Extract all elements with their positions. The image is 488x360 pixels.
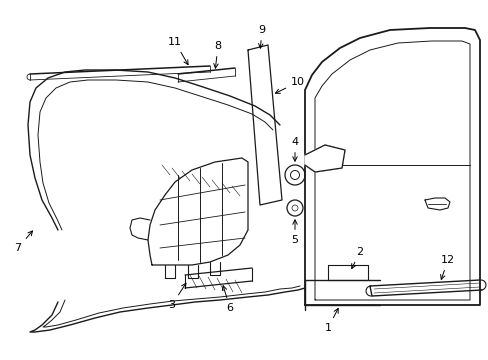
Text: 8: 8 — [213, 41, 221, 68]
Text: 3: 3 — [168, 283, 185, 310]
Text: 2: 2 — [351, 247, 363, 269]
Text: 12: 12 — [440, 255, 454, 279]
Text: 7: 7 — [15, 231, 32, 253]
Polygon shape — [305, 145, 345, 172]
Text: 10: 10 — [275, 77, 305, 93]
Text: 5: 5 — [291, 220, 298, 245]
Text: 11: 11 — [168, 37, 188, 65]
Text: 4: 4 — [291, 137, 298, 161]
Text: 9: 9 — [258, 25, 265, 48]
Text: 1: 1 — [324, 309, 338, 333]
Text: 6: 6 — [222, 286, 233, 313]
